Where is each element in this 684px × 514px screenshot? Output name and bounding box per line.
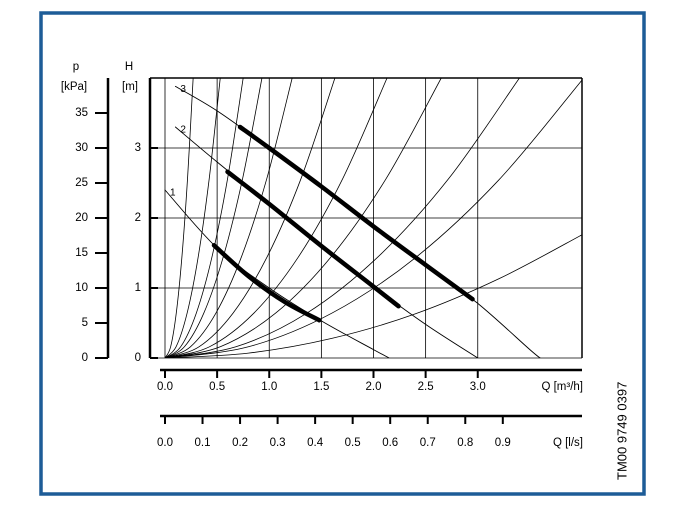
system-curve: [164, 78, 336, 358]
x2-tick-label: 0.3: [270, 437, 286, 449]
x2-tick-label: 0.2: [232, 437, 248, 449]
x2-tick-label: 0.7: [420, 437, 436, 449]
system-curve: [164, 78, 442, 358]
system-curve: [164, 78, 520, 358]
y2-tick-label: 20: [75, 212, 88, 224]
x2-axis-title: Q [l/s]: [553, 437, 583, 449]
operating-curve: [237, 124, 475, 302]
x-tick-label: 2.0: [366, 381, 382, 393]
y2-tick-label: 30: [75, 142, 88, 154]
y-tick-label: 1: [135, 282, 141, 294]
x-tick-label: 2.5: [418, 381, 434, 393]
x2-tick-label: 0.9: [495, 437, 511, 449]
y2-tick-label: 15: [75, 247, 88, 259]
curve-label: 2: [180, 125, 186, 136]
x-tick-label: 0.0: [157, 381, 173, 393]
plot-area: [164, 78, 582, 358]
system-curve: [164, 78, 244, 358]
x-tick-label: 1.5: [313, 381, 329, 393]
system-curve: [164, 78, 263, 358]
x2-tick-label: 0.5: [345, 437, 361, 449]
y2-tick-label: 0: [82, 352, 88, 364]
pump-curve: [164, 189, 390, 358]
operating-curve: [211, 243, 322, 323]
x2-tick-label: 0.0: [157, 437, 173, 449]
pump-curve: [174, 126, 479, 358]
operating-curve: [225, 169, 401, 309]
h-axis-unit: [m]: [122, 81, 138, 93]
y2-tick-label: 10: [75, 282, 88, 294]
system-curve: [164, 78, 194, 358]
curve-label: 1: [170, 188, 176, 199]
y-tick-label: 2: [135, 212, 141, 224]
x-axis-title: Q [m³/h]: [541, 381, 583, 393]
x2-tick-label: 0.1: [195, 437, 211, 449]
h-axis-title: H: [125, 61, 133, 73]
system-curve: [164, 78, 293, 358]
x-tick-label: 3.0: [470, 381, 486, 393]
y-tick-label: 0: [135, 352, 141, 364]
x-tick-label: 0.5: [209, 381, 225, 393]
system-curve: [164, 78, 388, 358]
p-axis-unit: [kPa]: [61, 81, 87, 93]
x2-tick-label: 0.6: [382, 437, 398, 449]
x2-tick-label: 0.8: [457, 437, 473, 449]
y2-tick-label: 5: [82, 317, 88, 329]
side-text: TM00 9749 0397: [614, 382, 629, 480]
x2-tick-label: 0.4: [307, 437, 324, 449]
x-tick-label: 1.0: [261, 381, 277, 393]
system-curve: [164, 78, 221, 358]
frame: [39, 11, 646, 496]
p-axis-title: p: [73, 61, 79, 73]
y2-tick-label: 35: [75, 107, 88, 119]
y2-tick-label: 25: [75, 177, 88, 189]
y-tick-label: 3: [135, 142, 141, 154]
curve-label: 3: [180, 84, 186, 95]
system-curve: [164, 79, 582, 358]
